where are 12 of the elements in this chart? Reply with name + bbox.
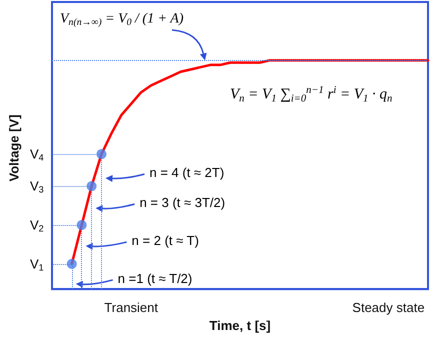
annotation: n = 2 (t ≈ T) bbox=[132, 233, 199, 248]
point bbox=[96, 149, 106, 160]
x-tick-label: Transient bbox=[104, 300, 158, 316]
annotation: n = 3 (t ≈ 3T/2) bbox=[140, 195, 226, 210]
point bbox=[66, 258, 77, 269]
point bbox=[86, 181, 97, 192]
annotation: n =1 (t ≈ T/2) bbox=[118, 270, 192, 286]
x-tick-label: Steady state bbox=[352, 300, 425, 316]
annotation: n = 4 (t ≈ 2T) bbox=[149, 165, 224, 180]
point bbox=[76, 220, 87, 230]
x-axis-title: Time, t [s] bbox=[209, 318, 271, 333]
y-axis-title: Voltage [V] bbox=[6, 114, 22, 182]
